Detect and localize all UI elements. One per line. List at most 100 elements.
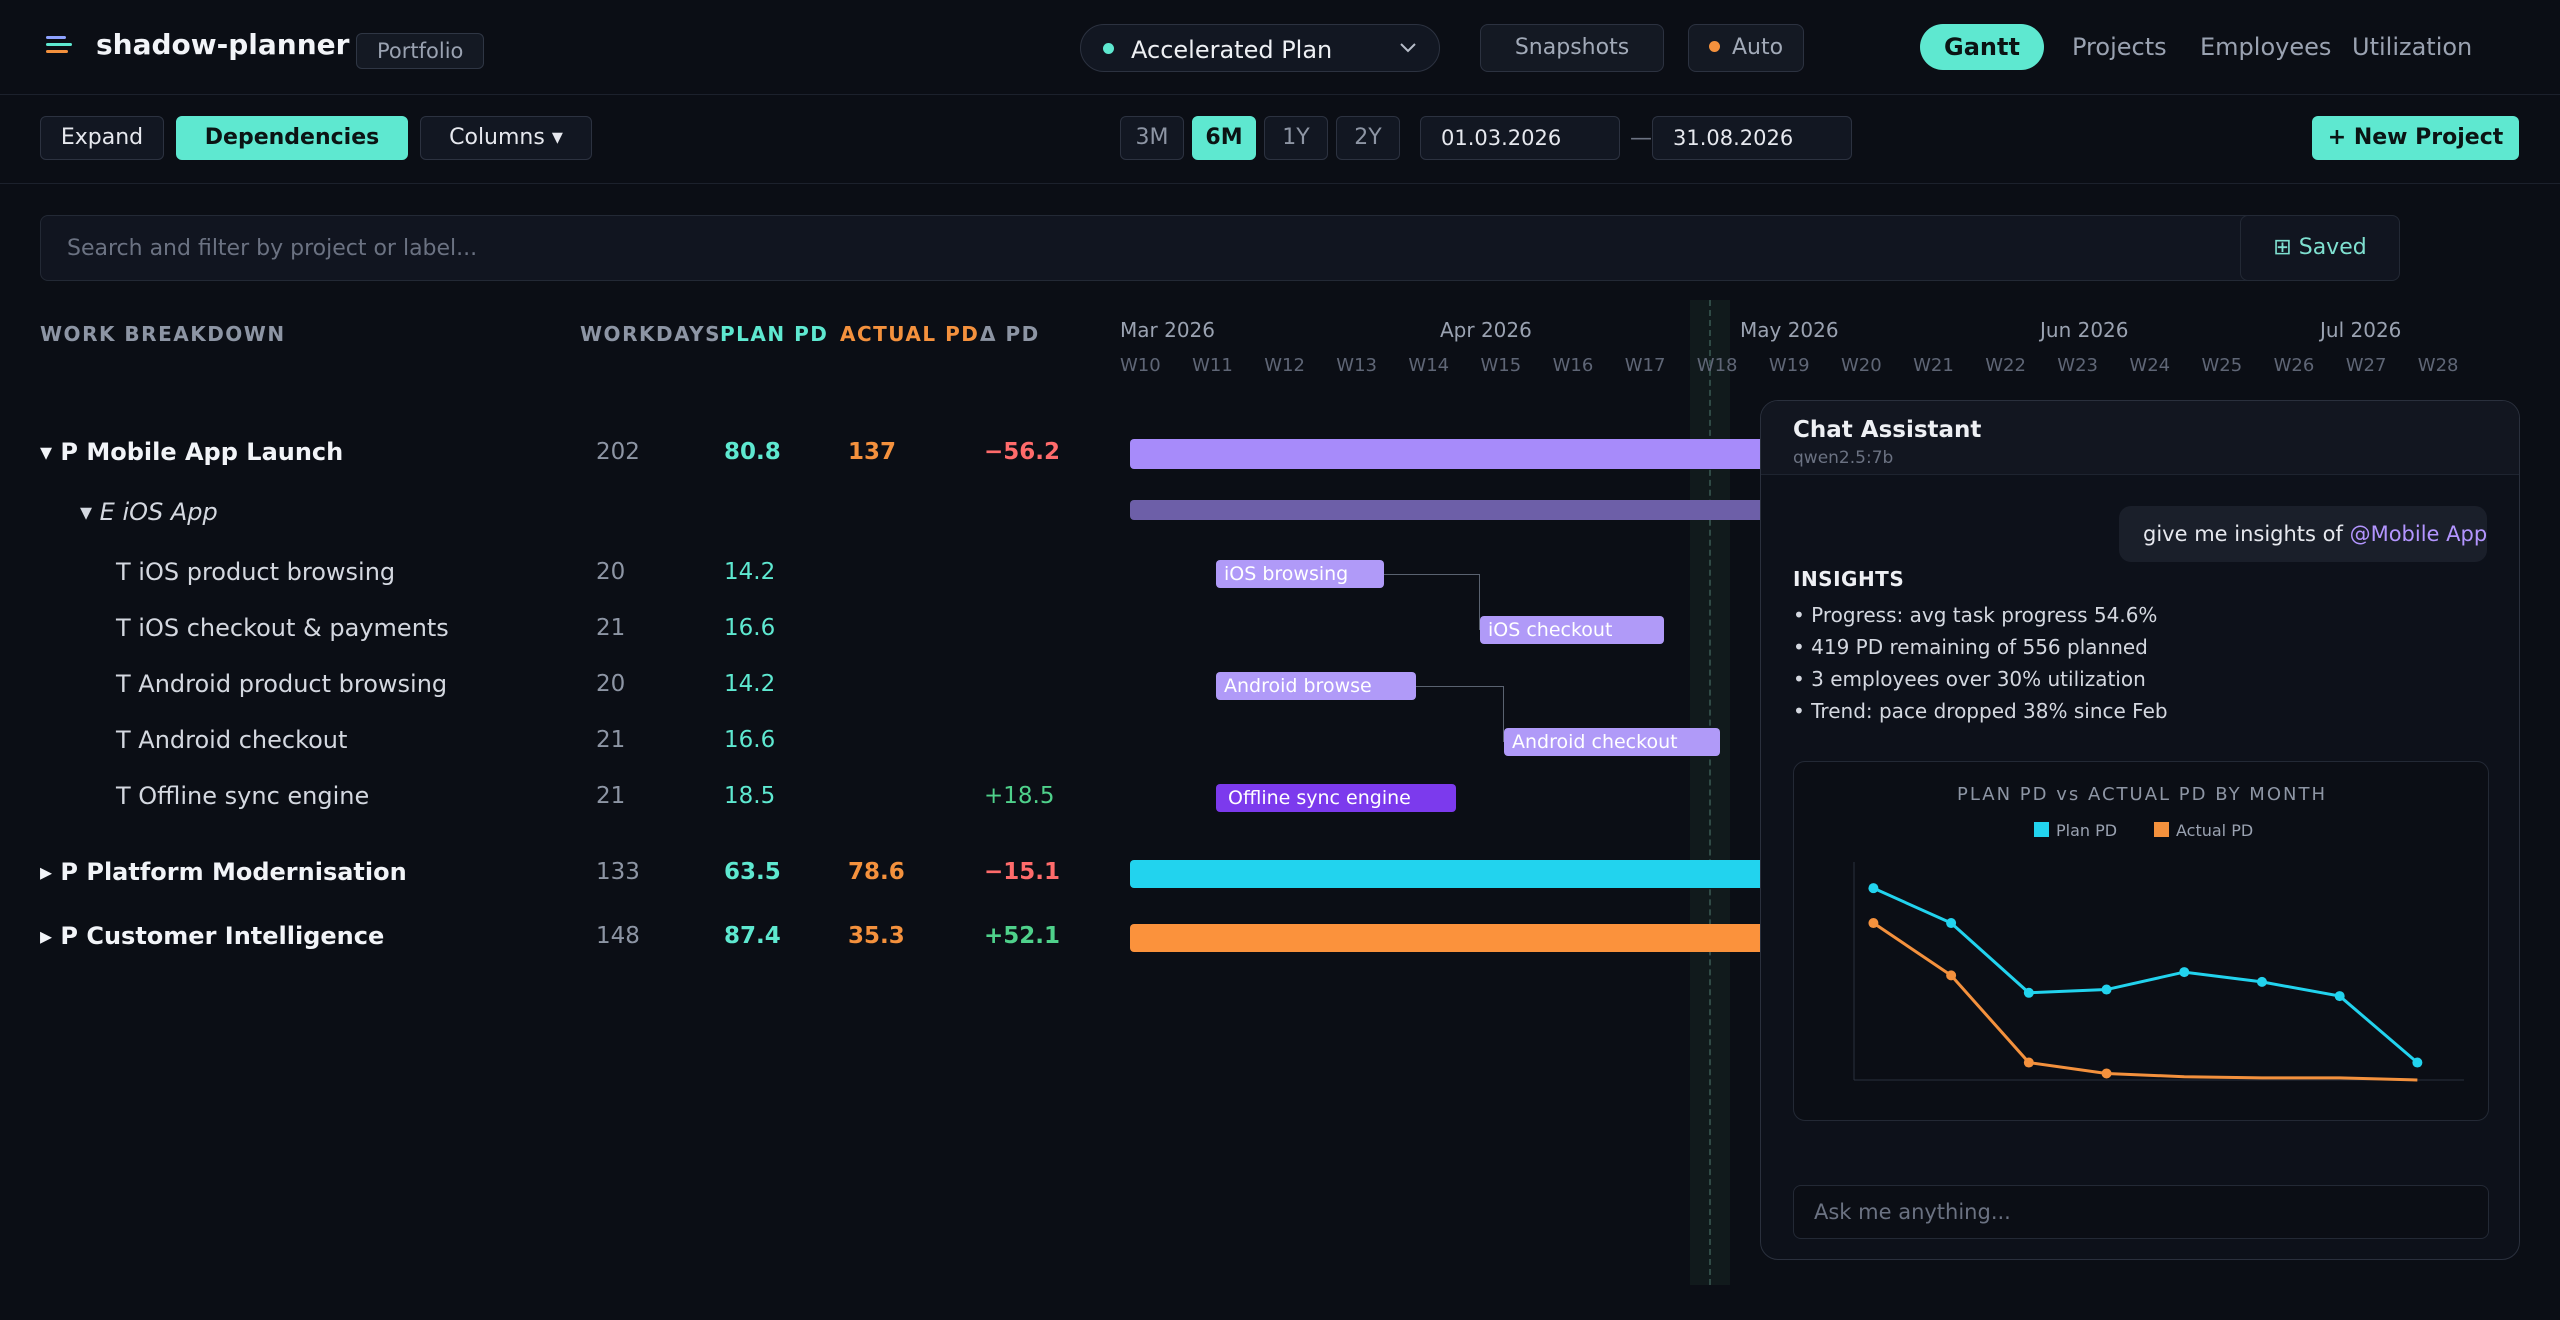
cell-actual-pd: 137 bbox=[848, 439, 897, 465]
data-point-plan bbox=[1946, 918, 1957, 929]
month-label: Jun 2026 bbox=[2040, 318, 2129, 342]
column-header-plan: PLAN PD bbox=[720, 322, 829, 346]
week-label: W22 bbox=[1985, 355, 2026, 376]
week-label: W21 bbox=[1913, 355, 1954, 376]
mention-tag[interactable]: @Mobile App bbox=[2349, 522, 2487, 546]
cell-plan-pd: 63.5 bbox=[724, 859, 781, 885]
cell-workdays: 148 bbox=[596, 923, 640, 949]
cell-workdays: 21 bbox=[596, 727, 626, 753]
project-row-mobile-app-launch[interactable]: ▾ P Mobile App Launch bbox=[40, 438, 344, 466]
task-row-ios-checkout[interactable]: T iOS checkout & payments bbox=[116, 614, 449, 642]
dependencies-toggle[interactable]: Dependencies bbox=[176, 116, 408, 160]
gantt-bar-android-checkout[interactable]: Android checkout bbox=[1504, 728, 1720, 756]
date-from-input[interactable]: 01.03.2026 bbox=[1420, 116, 1620, 160]
date-to-input[interactable]: 31.08.2026 bbox=[1652, 116, 1852, 160]
cell-delta-pd: −56.2 bbox=[984, 439, 1061, 465]
data-point-actual bbox=[1868, 918, 1879, 929]
plan-selector[interactable]: Accelerated Plan bbox=[1080, 24, 1440, 72]
expand-button[interactable]: Expand bbox=[40, 116, 164, 160]
project-row-platform-modernisation[interactable]: ▸ P Platform Modernisation bbox=[40, 858, 407, 886]
data-point-plan bbox=[2412, 1057, 2423, 1068]
epic-row-ios-app[interactable]: ▾ E iOS App bbox=[80, 498, 218, 526]
insight-item: • Trend: pace dropped 38% since Feb bbox=[1793, 699, 2168, 723]
dependency-line bbox=[1384, 574, 1480, 630]
date-separator: — bbox=[1630, 126, 1652, 151]
week-label: W10 bbox=[1120, 355, 1161, 376]
task-row-ios-product-browsing[interactable]: T iOS product browsing bbox=[116, 558, 396, 586]
chat-model-label: qwen2.5:7b bbox=[1793, 448, 1894, 468]
gantt-bar-customer-intelligence[interactable] bbox=[1130, 924, 1770, 952]
legend-label-actual: Actual PD bbox=[2176, 821, 2254, 840]
nav-employees[interactable]: Employees bbox=[2200, 33, 2332, 61]
insights-heading: INSIGHTS bbox=[1793, 567, 1905, 591]
month-label: Jul 2026 bbox=[2320, 318, 2402, 342]
cell-workdays: 21 bbox=[596, 615, 626, 641]
week-label: W16 bbox=[1552, 355, 1594, 376]
nav-gantt[interactable]: Gantt bbox=[1920, 24, 2044, 70]
chat-input[interactable] bbox=[1793, 1185, 2489, 1239]
cell-actual-pd: 78.6 bbox=[848, 859, 905, 885]
range-1y[interactable]: 1Y bbox=[1264, 116, 1328, 160]
task-row-offline-sync-engine[interactable]: T Offline sync engine bbox=[116, 782, 370, 810]
cell-plan-pd: 18.5 bbox=[724, 783, 776, 809]
insight-item: • Progress: avg task progress 54.6% bbox=[1793, 603, 2158, 627]
data-point-plan bbox=[2256, 976, 2267, 987]
line-chart bbox=[1853, 862, 2464, 1082]
project-row-customer-intelligence[interactable]: ▸ P Customer Intelligence bbox=[40, 922, 385, 950]
app-title: shadow-planner bbox=[96, 28, 350, 61]
gantt-bar-offline-sync[interactable]: Offline sync engine bbox=[1216, 784, 1456, 812]
range-6m[interactable]: 6M bbox=[1192, 116, 1256, 160]
week-label: W18 bbox=[1696, 355, 1738, 376]
portfolio-badge[interactable]: Portfolio bbox=[356, 33, 485, 69]
columns-dropdown[interactable]: Columns ▾ bbox=[420, 116, 592, 160]
nav-utilization[interactable]: Utilization bbox=[2352, 33, 2473, 61]
task-row-android-checkout[interactable]: T Android checkout bbox=[116, 726, 348, 754]
today-marker-line bbox=[1709, 300, 1711, 1285]
gantt-bar-ios-app[interactable] bbox=[1130, 500, 1770, 520]
week-label: W12 bbox=[1264, 355, 1305, 376]
legend-label-plan: Plan PD bbox=[2056, 821, 2118, 840]
week-label: W26 bbox=[2273, 355, 2315, 376]
dependency-line bbox=[1416, 686, 1504, 742]
data-point-actual bbox=[2023, 1057, 2034, 1068]
cell-delta-pd: −15.1 bbox=[984, 859, 1061, 885]
month-label: Apr 2026 bbox=[1440, 318, 1532, 342]
legend-swatch-plan bbox=[2034, 822, 2049, 837]
cell-plan-pd: 14.2 bbox=[724, 559, 776, 585]
cell-plan-pd: 14.2 bbox=[724, 671, 776, 697]
cell-workdays: 20 bbox=[596, 671, 626, 697]
cell-actual-pd: 35.3 bbox=[848, 923, 905, 949]
column-header-workdays: WORKDAYS bbox=[580, 322, 722, 346]
new-project-button[interactable]: + New Project bbox=[2312, 116, 2519, 160]
gantt-bar-mobile-app-launch[interactable] bbox=[1130, 439, 1770, 469]
gantt-bar-ios-checkout[interactable]: iOS checkout bbox=[1480, 616, 1664, 644]
data-point-actual bbox=[1946, 970, 1957, 981]
data-point-plan bbox=[2101, 984, 2112, 995]
cell-plan-pd: 16.6 bbox=[724, 727, 776, 753]
insight-item: • 3 employees over 30% utilization bbox=[1793, 667, 2146, 691]
range-2y[interactable]: 2Y bbox=[1336, 116, 1400, 160]
week-label: W25 bbox=[2201, 355, 2243, 376]
gantt-bar-platform-modernisation[interactable] bbox=[1130, 860, 1770, 888]
chat-title: Chat Assistant bbox=[1793, 417, 1982, 443]
insight-item: • 419 PD remaining of 556 planned bbox=[1793, 635, 2148, 659]
gantt-bar-ios-browsing[interactable]: iOS browsing bbox=[1216, 560, 1384, 588]
snapshots-button[interactable]: Snapshots bbox=[1480, 24, 1664, 72]
top-bar: shadow-planner Portfolio Accelerated Pla… bbox=[0, 0, 2560, 95]
week-label: W19 bbox=[1768, 355, 1810, 376]
user-message-text: give me insights of bbox=[2143, 522, 2343, 546]
auto-label: Auto bbox=[1731, 35, 1784, 60]
auto-button[interactable]: Auto bbox=[1688, 24, 1804, 72]
cell-workdays: 21 bbox=[596, 783, 626, 809]
range-3m[interactable]: 3M bbox=[1120, 116, 1184, 160]
search-input[interactable] bbox=[40, 215, 2280, 281]
saved-filters-button[interactable]: ⊞ Saved bbox=[2240, 215, 2400, 281]
nav-projects[interactable]: Projects bbox=[2072, 33, 2167, 61]
series-line-plan bbox=[1872, 886, 2419, 1064]
week-label: W15 bbox=[1480, 355, 1522, 376]
task-row-android-product-browsing[interactable]: T Android product browsing bbox=[116, 670, 448, 698]
gantt-bar-android-browse[interactable]: Android browse bbox=[1216, 672, 1416, 700]
week-label: W27 bbox=[2345, 355, 2387, 376]
week-label: W14 bbox=[1408, 355, 1450, 376]
chart-card: PLAN PD vs ACTUAL PD BY MONTH Plan PD Ac… bbox=[1793, 761, 2489, 1121]
